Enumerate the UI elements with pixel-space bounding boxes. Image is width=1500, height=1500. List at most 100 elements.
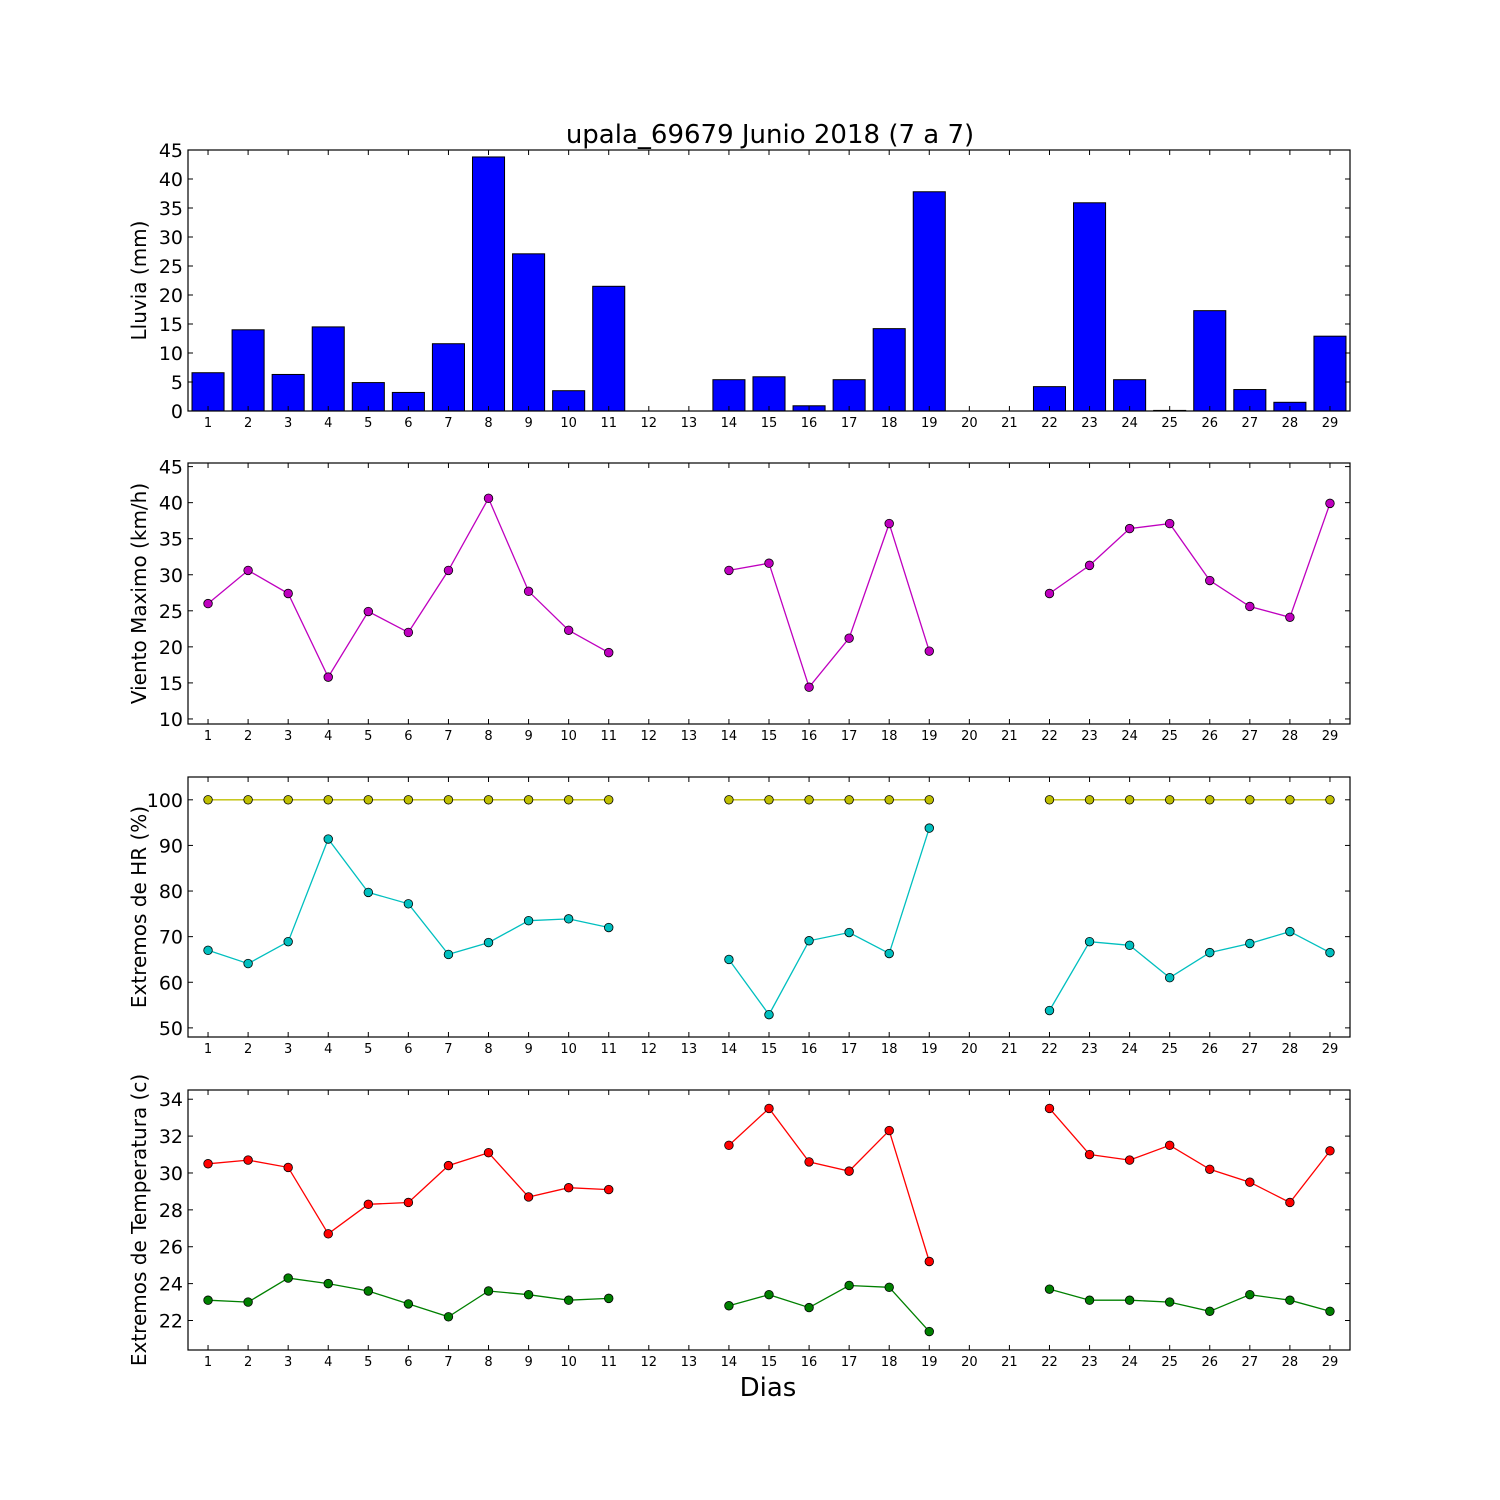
x-tick-label: 13 xyxy=(681,416,698,431)
x-tick-label: 16 xyxy=(801,1355,818,1370)
x-tick-label: 4 xyxy=(324,1355,332,1370)
x-tick-label: 12 xyxy=(641,416,658,431)
x-tick-label: 11 xyxy=(600,416,617,431)
data-point xyxy=(924,1256,934,1267)
x-tick-label: 12 xyxy=(641,1042,658,1057)
x-tick-label: 4 xyxy=(324,729,332,744)
bar xyxy=(1073,202,1107,412)
x-tick-label: 8 xyxy=(484,1042,492,1057)
data-point xyxy=(203,1159,213,1169)
data-point xyxy=(283,795,293,805)
x-tick-label: 2 xyxy=(244,1355,252,1370)
x-tick-label: 14 xyxy=(721,416,738,431)
data-point xyxy=(1164,795,1175,805)
data-point xyxy=(403,627,414,638)
chart-panel-3: 1 2 3 4 5 6 7 8 9 10 11 12 13 14 15 16 17 18 19 20 21 22 23 24 2… xyxy=(127,776,1351,1057)
series-line xyxy=(1049,1107,1331,1204)
x-tick-label: 28 xyxy=(1282,1042,1299,1057)
x-tick-label: 19 xyxy=(921,1355,938,1370)
data-point xyxy=(403,795,414,805)
data-point xyxy=(804,1157,814,1167)
x-tick-label: 21 xyxy=(1001,1042,1018,1057)
data-point xyxy=(764,558,774,568)
data-point xyxy=(483,795,494,805)
y-tick-label: 90 xyxy=(159,835,183,857)
x-tick-label: 21 xyxy=(1001,416,1018,431)
data-point xyxy=(1325,795,1335,805)
x-tick-label: 20 xyxy=(961,416,978,431)
data-point xyxy=(1084,1149,1095,1160)
data-point xyxy=(243,958,253,969)
data-point xyxy=(1285,926,1295,937)
data-point xyxy=(483,1147,494,1158)
x-tick-label: 22 xyxy=(1041,1355,1058,1370)
y-tick-label: 70 xyxy=(159,927,183,949)
x-tick-label: 1 xyxy=(204,1042,212,1057)
data-point xyxy=(403,1299,414,1309)
x-tick-label: 15 xyxy=(761,729,778,744)
x-tick-label: 16 xyxy=(801,1042,818,1057)
chart-panel-4: 1 2 3 4 5 6 7 8 9 10 11 12 13 14 15 16 17 18 19 20 21 22 23 24 2… xyxy=(127,1074,1351,1370)
data-point xyxy=(1164,973,1175,983)
x-tick-label: 25 xyxy=(1161,1355,1178,1370)
data-point xyxy=(523,1289,534,1300)
x-tick-label: 26 xyxy=(1201,729,1218,744)
data-point xyxy=(804,1302,814,1313)
y-tick-label: 10 xyxy=(159,709,183,731)
data-point xyxy=(483,1286,494,1296)
x-tick-label: 23 xyxy=(1081,1355,1098,1370)
data-point xyxy=(203,1295,213,1305)
data-point xyxy=(523,795,534,805)
data-point xyxy=(1164,1297,1175,1307)
x-tick-label: 26 xyxy=(1201,416,1218,431)
data-point xyxy=(1205,575,1215,586)
data-point xyxy=(764,1103,774,1114)
x-tick-label: 18 xyxy=(881,729,898,744)
data-point xyxy=(764,1009,774,1020)
data-point xyxy=(844,927,854,938)
panels: 1 2 3 4 5 6 7 8 9 10 11 12 13 14 15 16 17 18 19 20 21 22 23 24 2… xyxy=(127,140,1351,1370)
data-point xyxy=(724,565,734,576)
y-axis-label: Extremos de Temperatura (c) xyxy=(127,1074,151,1366)
data-point xyxy=(363,887,374,898)
x-tick-label: 24 xyxy=(1121,1355,1138,1370)
bar xyxy=(1193,310,1227,412)
data-point xyxy=(563,625,574,635)
x-tick-label: 19 xyxy=(921,1042,938,1057)
data-point xyxy=(724,1140,734,1151)
x-tick-label: 14 xyxy=(721,1042,738,1057)
x-tick-label: 29 xyxy=(1322,416,1339,431)
data-point xyxy=(1245,795,1255,805)
data-point xyxy=(1325,947,1335,958)
x-tick-label: 10 xyxy=(560,1042,577,1057)
x-tick-label: 17 xyxy=(841,416,858,431)
data-point xyxy=(1285,1295,1295,1305)
data-point xyxy=(283,588,293,599)
data-point xyxy=(443,949,454,960)
x-tick-label: 9 xyxy=(524,416,532,431)
data-point xyxy=(1084,936,1095,947)
y-tick-label: 60 xyxy=(159,972,183,994)
x-tick-label: 20 xyxy=(961,1355,978,1370)
x-tick-label: 29 xyxy=(1322,729,1339,744)
x-tick-label: 6 xyxy=(404,729,412,744)
y-tick-label: 30 xyxy=(159,565,183,587)
data-point xyxy=(523,586,534,597)
x-tick-label: 11 xyxy=(600,729,617,744)
bar xyxy=(271,373,305,412)
data-point xyxy=(483,493,494,504)
y-tick-label: 25 xyxy=(159,601,183,623)
x-tick-label: 15 xyxy=(761,1042,778,1057)
x-tick-label: 27 xyxy=(1242,729,1259,744)
x-tick-label: 15 xyxy=(761,1355,778,1370)
x-tick-label: 7 xyxy=(444,1042,452,1057)
bar xyxy=(431,343,465,412)
x-tick-label: 8 xyxy=(484,1355,492,1370)
data-point xyxy=(283,1273,293,1283)
x-tick-label: 11 xyxy=(600,1042,617,1057)
y-axis-label: Extremos de HR (%) xyxy=(127,806,151,1008)
y-tick-label: 15 xyxy=(159,673,183,695)
data-point xyxy=(563,1295,574,1305)
data-point xyxy=(283,936,293,947)
x-tick-label: 25 xyxy=(1161,729,1178,744)
